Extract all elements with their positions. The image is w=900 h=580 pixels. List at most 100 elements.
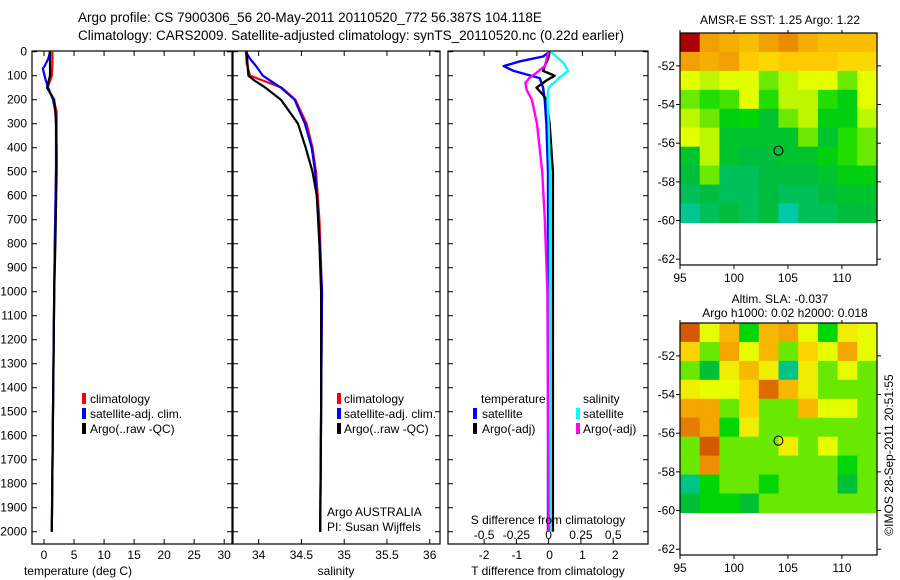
heatmap-cell	[857, 127, 878, 148]
heatmap-cell	[739, 493, 760, 513]
difference-panel: -2 -1 0 1 2 -0.5 -0.25 0 0.25 0.5	[447, 50, 649, 562]
heatmap-cell	[758, 51, 780, 72]
heatmap-cell	[719, 33, 740, 53]
heatmap-cell	[817, 436, 839, 457]
salinity-legend: climatology satellite-adj. clim. Argo(..…	[337, 392, 436, 436]
heatmap-cell	[798, 184, 819, 205]
heatmap-cell	[739, 127, 760, 148]
heatmap-cell	[857, 203, 878, 223]
heatmap-cell	[680, 493, 701, 513]
heatmap-cell	[758, 108, 780, 129]
t-tick-label: -1	[512, 548, 523, 562]
series-line-salinity-argo-adj-	[524, 51, 550, 532]
heatmap-cell	[837, 323, 858, 343]
legend-swatch-argo	[337, 423, 341, 434]
heatmap-cell	[719, 379, 740, 400]
y-tick-label: 900	[7, 261, 27, 275]
lon-tick-label: 100	[724, 561, 744, 575]
legend-swatch-s-satellite	[576, 408, 580, 419]
heatmap-cell	[857, 398, 878, 419]
y-tick-label: 200	[7, 93, 27, 107]
heatmap-cell	[778, 455, 799, 476]
heatmap-cell	[857, 493, 878, 513]
heatmap-cell	[778, 203, 799, 223]
heatmap-cell	[798, 127, 819, 148]
heatmap-cell	[699, 89, 720, 110]
heatmap-cell	[817, 184, 839, 205]
heatmap-cell	[837, 108, 858, 129]
legend-swatch-argo	[82, 423, 86, 434]
s-difference-xlabel: S difference from climatology	[471, 513, 626, 527]
heatmap-cell	[798, 89, 819, 110]
y-tick-label: 600	[7, 189, 27, 203]
heatmap-cell	[699, 436, 720, 457]
y-tick-label: 800	[7, 237, 27, 251]
heatmap-cell	[739, 341, 760, 362]
heatmap-cell	[837, 379, 858, 400]
legend-swatch-satellite	[82, 408, 86, 419]
x-tick-label: 35	[338, 548, 352, 562]
lon-tick-label: 100	[724, 271, 744, 285]
sst-map-panel: -52 -54 -56 -58 -60 -62 95 100 105 110	[658, 30, 881, 285]
heatmap-cell	[817, 165, 839, 186]
x-tick-label: 25	[187, 548, 201, 562]
heatmap-cell	[837, 360, 858, 381]
heatmap-cell	[758, 184, 780, 205]
x-tick-label: 34	[252, 548, 266, 562]
heatmap-cell	[699, 70, 720, 91]
lat-tick-label: -60	[658, 214, 676, 228]
t-tick-label: 2	[612, 548, 619, 562]
y-tick-label: 100	[7, 69, 27, 83]
heatmap-cell	[739, 323, 760, 343]
y-tick-label: 1500	[0, 405, 27, 419]
series-line-salinity-satellite	[546, 50, 570, 532]
heatmap-cell	[739, 89, 760, 110]
lat-tick-label: -52	[658, 349, 676, 363]
heatmap-cell	[758, 203, 780, 223]
heatmap-cell	[739, 436, 760, 457]
lon-tick-label: 105	[778, 561, 798, 575]
heatmap-cell	[680, 436, 701, 457]
heatmap-cell	[817, 33, 839, 53]
heatmap-cell	[739, 379, 760, 400]
heatmap-cell	[837, 70, 858, 91]
heatmap-cell	[719, 398, 740, 419]
map-frame	[679, 32, 878, 266]
heatmap-cell	[758, 474, 780, 495]
heatmap-cell	[739, 474, 760, 495]
heatmap-cell	[837, 203, 858, 223]
heatmap-cell	[798, 493, 819, 513]
x-tick-label: 10	[97, 548, 111, 562]
heatmap-cell	[719, 323, 740, 343]
heatmap-cell	[817, 474, 839, 495]
y-tick-label: 1300	[0, 357, 27, 371]
heatmap-cell	[778, 323, 799, 343]
heatmap-cell	[857, 184, 878, 205]
temperature-legend: climatology satellite-adj. clim. Argo(..…	[82, 392, 182, 436]
heatmap-cell	[798, 108, 819, 129]
heatmap-cell	[817, 146, 839, 167]
lat-tick-label: -56	[658, 426, 676, 440]
heatmap-cell	[739, 70, 760, 91]
heatmap-cell	[798, 436, 819, 457]
x-tick-label: 36	[423, 548, 437, 562]
s-tick-label: 0.25	[569, 528, 593, 542]
heatmap-cell	[699, 493, 720, 513]
series-line-satellite-adj-clim-	[244, 51, 324, 532]
legend-label: satellite-adj. clim.	[90, 407, 182, 421]
heatmap-cell	[778, 360, 799, 381]
heatmap-cell	[798, 417, 819, 438]
plot-frame	[31, 50, 233, 545]
sla-map-subtitle: Argo h1000: 0.02 h2000: 0.018	[702, 306, 868, 320]
legend-swatch-t-satellite	[473, 408, 477, 419]
heatmap-cell	[699, 474, 720, 495]
heatmap-cell	[758, 455, 780, 476]
heatmap-cell	[778, 127, 799, 148]
heatmap-cell	[758, 436, 780, 457]
heatmap-cell	[680, 398, 701, 419]
float-position-marker	[773, 145, 784, 156]
heatmap-cell	[680, 379, 701, 400]
heatmap-cell	[739, 33, 760, 53]
heatmap-cell	[857, 436, 878, 457]
y-tick-label: 1400	[0, 381, 27, 395]
